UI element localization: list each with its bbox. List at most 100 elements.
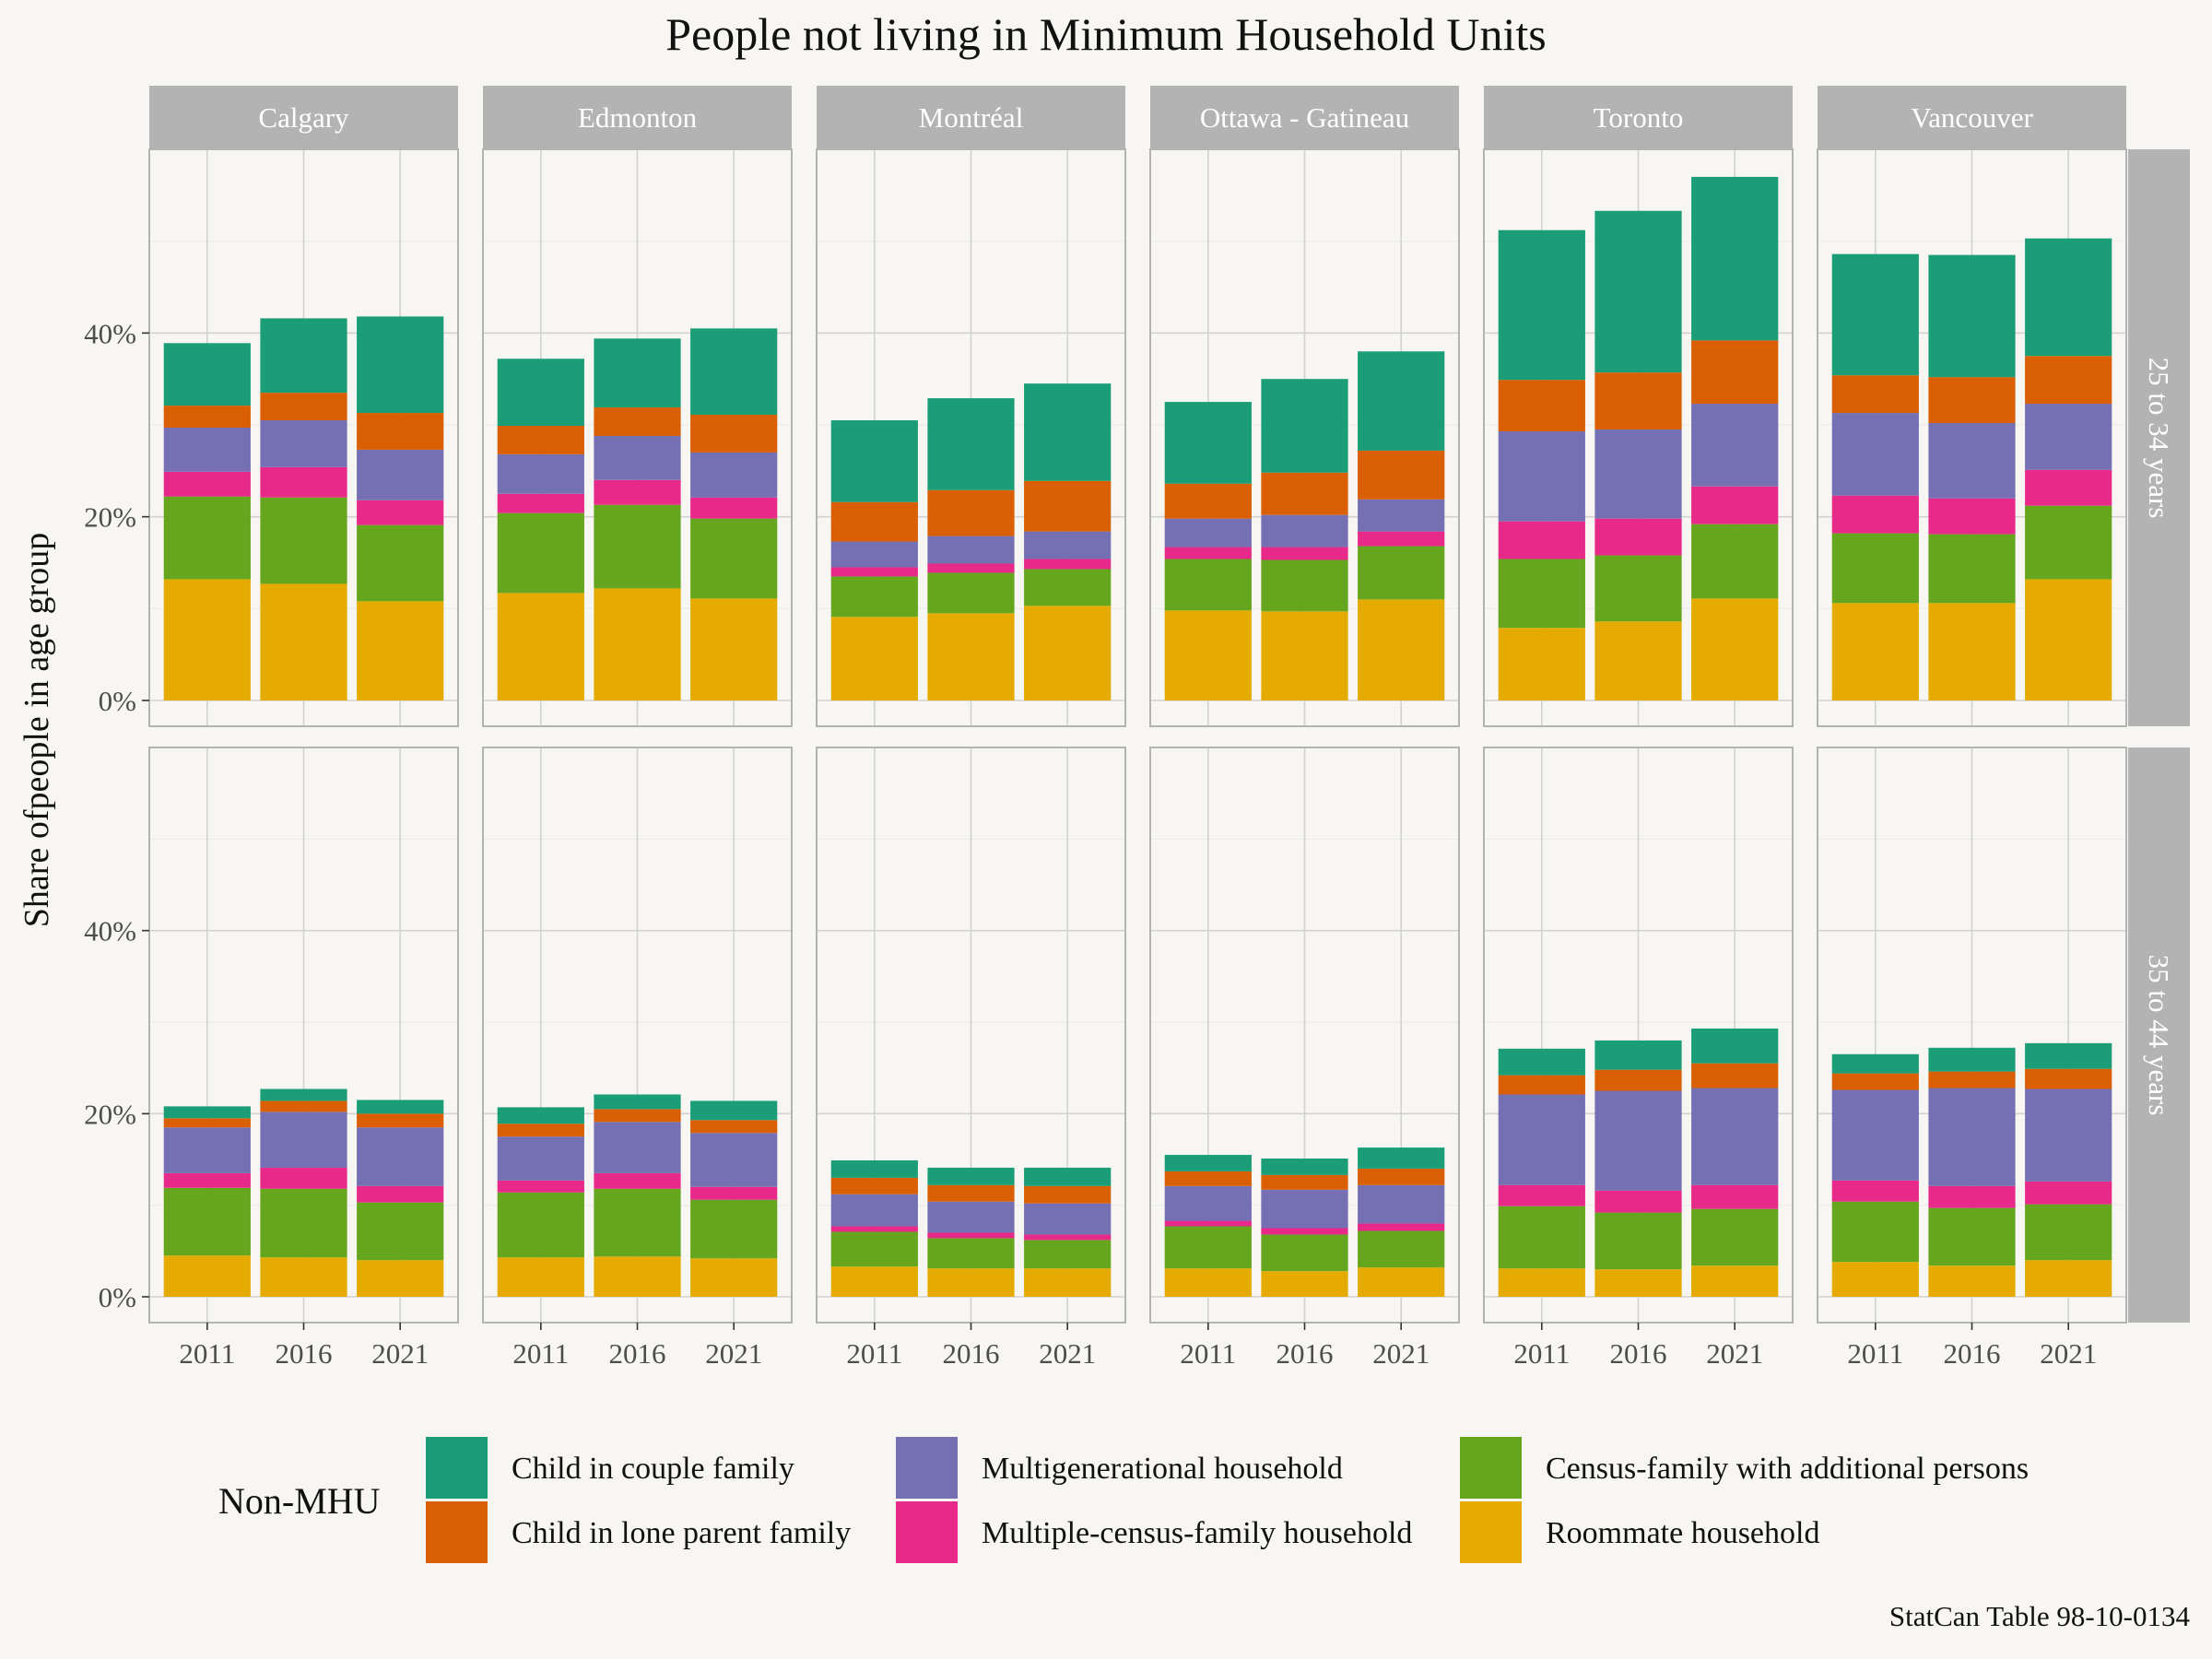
bar-segment-multigenerational-household-2021 xyxy=(357,449,444,500)
bar-segment-multigenerational-household-2011 xyxy=(1498,1094,1585,1185)
bar-segment-child-in-couple-family-2021 xyxy=(690,328,778,416)
bar-segment-roommate-household-2016 xyxy=(1594,621,1682,700)
bar-segment-multiple-census-family-household-2016 xyxy=(594,1172,681,1189)
bar-segment-roommate-household-2011 xyxy=(1831,603,1919,700)
bar-segment-child-in-lone-parent-family-2016 xyxy=(594,407,681,436)
bar-segment-census-family-with-additional-persons-2021 xyxy=(690,518,778,599)
bar-segment-multiple-census-family-household-2016 xyxy=(927,563,1015,573)
bar-segment-census-family-with-additional-persons-2011 xyxy=(830,576,918,618)
x-tick-label: 2021 xyxy=(705,1337,762,1370)
facet-strip-toronto: Toronto xyxy=(1484,86,1793,148)
bar-segment-census-family-with-additional-persons-2021 xyxy=(2025,1204,2112,1261)
bar-segment-child-in-couple-family-2011 xyxy=(1831,253,1919,376)
legend-swatch xyxy=(896,1437,958,1499)
bar-segment-multigenerational-household-2016 xyxy=(594,435,681,480)
bar-segment-multigenerational-household-2011 xyxy=(163,1127,251,1173)
bar-segment-child-in-couple-family-2011 xyxy=(163,1106,251,1119)
bar-segment-census-family-with-additional-persons-2016 xyxy=(1928,1207,2016,1266)
facet-strip-ottawa-gatineau: Ottawa - Gatineau xyxy=(1150,86,1459,148)
bar-segment-multigenerational-household-2021 xyxy=(690,1133,778,1187)
bar-segment-multiple-census-family-household-2011 xyxy=(163,1172,251,1188)
bar-segment-multiple-census-family-household-2016 xyxy=(1594,518,1682,556)
x-tick-label: 2016 xyxy=(943,1337,1000,1370)
bar-segment-roommate-household-2021 xyxy=(1358,599,1445,700)
bar-segment-child-in-lone-parent-family-2021 xyxy=(690,415,778,453)
bar-segment-child-in-lone-parent-family-2011 xyxy=(1498,1075,1585,1095)
bar-segment-census-family-with-additional-persons-2021 xyxy=(1024,1240,1112,1269)
x-tick-label: 2016 xyxy=(1944,1337,2001,1370)
facet-strip-label: Calgary xyxy=(258,101,349,134)
bar-segment-child-in-couple-family-2016 xyxy=(927,1167,1015,1185)
bar-segment-multigenerational-household-2016 xyxy=(260,1112,347,1168)
bar-segment-census-family-with-additional-persons-2011 xyxy=(1164,559,1252,611)
legend-swatch xyxy=(426,1501,488,1563)
bar-segment-multigenerational-household-2016 xyxy=(1928,1088,2016,1186)
bar-segment-child-in-couple-family-2016 xyxy=(1928,1047,2016,1072)
x-tick-label: 2016 xyxy=(276,1337,333,1370)
facet-strip-label: Montréal xyxy=(919,101,1024,134)
bar-segment-child-in-couple-family-2021 xyxy=(690,1100,778,1121)
bar-segment-multigenerational-household-2021 xyxy=(357,1127,444,1186)
bar-segment-child-in-lone-parent-family-2011 xyxy=(497,1124,584,1137)
x-tick-label: 2021 xyxy=(1039,1337,1096,1370)
bar-segment-roommate-household-2021 xyxy=(357,1260,444,1297)
y-axis-title: Share ofpeople in age group xyxy=(18,533,56,927)
bar-segment-child-in-couple-family-2021 xyxy=(357,316,444,414)
bar-segment-child-in-lone-parent-family-2021 xyxy=(2025,356,2112,405)
panel-vancouver-25-34 xyxy=(1817,148,2127,727)
bar-segment-child-in-lone-parent-family-2016 xyxy=(594,1109,681,1123)
bar-segment-child-in-lone-parent-family-2011 xyxy=(1831,375,1919,414)
bar-segment-multiple-census-family-household-2021 xyxy=(1358,531,1445,547)
bar-segment-census-family-with-additional-persons-2021 xyxy=(1691,524,1779,599)
bar-segment-multigenerational-household-2016 xyxy=(1261,1189,1348,1229)
bar-segment-roommate-household-2021 xyxy=(1358,1267,1445,1297)
bar-segment-child-in-lone-parent-family-2011 xyxy=(163,406,251,428)
bar-segment-census-family-with-additional-persons-2011 xyxy=(497,512,584,594)
bar-segment-child-in-lone-parent-family-2016 xyxy=(260,393,347,421)
bar-segment-multiple-census-family-household-2021 xyxy=(357,1185,444,1203)
facet-strip-label: Edmonton xyxy=(578,101,698,134)
bar-group xyxy=(163,1088,444,1297)
panel-border xyxy=(148,148,459,727)
y-tick-label: 40% xyxy=(84,317,136,349)
bar-segment-census-family-with-additional-persons-2016 xyxy=(1261,1234,1348,1272)
bar-segment-child-in-couple-family-2021 xyxy=(2025,238,2112,357)
panel-border xyxy=(482,148,793,727)
x-tick-label: 2021 xyxy=(2040,1337,2097,1370)
bar-segment-multigenerational-household-2021 xyxy=(2025,1088,2112,1182)
bar-group xyxy=(1831,1042,2112,1297)
bar-segment-child-in-couple-family-2011 xyxy=(1831,1053,1919,1074)
panel-vancouver-35-44: 2011 2016 2021 xyxy=(1817,747,2127,1370)
bar-group xyxy=(1498,1028,1779,1297)
bar-segment-census-family-with-additional-persons-2011 xyxy=(163,1187,251,1256)
facet-strip-bg xyxy=(1150,86,1459,148)
bar-segment-multigenerational-household-2011 xyxy=(1498,430,1585,522)
bar-segment-census-family-with-additional-persons-2016 xyxy=(927,1238,1015,1269)
bar-segment-census-family-with-additional-persons-2011 xyxy=(163,496,251,580)
bar-segment-roommate-household-2016 xyxy=(1261,1271,1348,1297)
bar-segment-roommate-household-2021 xyxy=(690,598,778,700)
bar-segment-multigenerational-household-2011 xyxy=(1164,1185,1252,1221)
panel-border xyxy=(816,148,1126,727)
legend-swatch xyxy=(896,1501,958,1563)
x-tick-label: 2011 xyxy=(1513,1337,1570,1370)
bar-segment-multigenerational-household-2021 xyxy=(1358,499,1445,532)
bar-segment-child-in-lone-parent-family-2016 xyxy=(1594,1069,1682,1091)
x-tick-label: 2011 xyxy=(846,1337,902,1370)
bar-segment-census-family-with-additional-persons-2016 xyxy=(1594,1212,1682,1270)
facet-strip-label: 35 to 44 years xyxy=(2143,955,2175,1116)
bar-segment-multiple-census-family-household-2021 xyxy=(1691,1184,1779,1209)
facet-strip-bg xyxy=(817,86,1125,148)
bar-segment-child-in-couple-family-2021 xyxy=(1024,1167,1112,1186)
facet-strip-bg xyxy=(1818,86,2126,148)
bar-segment-multiple-census-family-household-2011 xyxy=(1498,521,1585,559)
bar-segment-child-in-lone-parent-family-2011 xyxy=(497,425,584,454)
legend-item-child-in-lone-parent-family: Child in lone parent family xyxy=(426,1501,851,1563)
facet-strip-bg xyxy=(149,86,458,148)
bar-segment-multiple-census-family-household-2021 xyxy=(1024,559,1112,570)
legend-swatch xyxy=(1460,1501,1522,1563)
bar-segment-roommate-household-2021 xyxy=(690,1258,778,1297)
x-tick-label: 2011 xyxy=(179,1337,235,1370)
bar-segment-roommate-household-2021 xyxy=(2025,579,2112,700)
bar-segment-child-in-lone-parent-family-2011 xyxy=(830,1177,918,1194)
